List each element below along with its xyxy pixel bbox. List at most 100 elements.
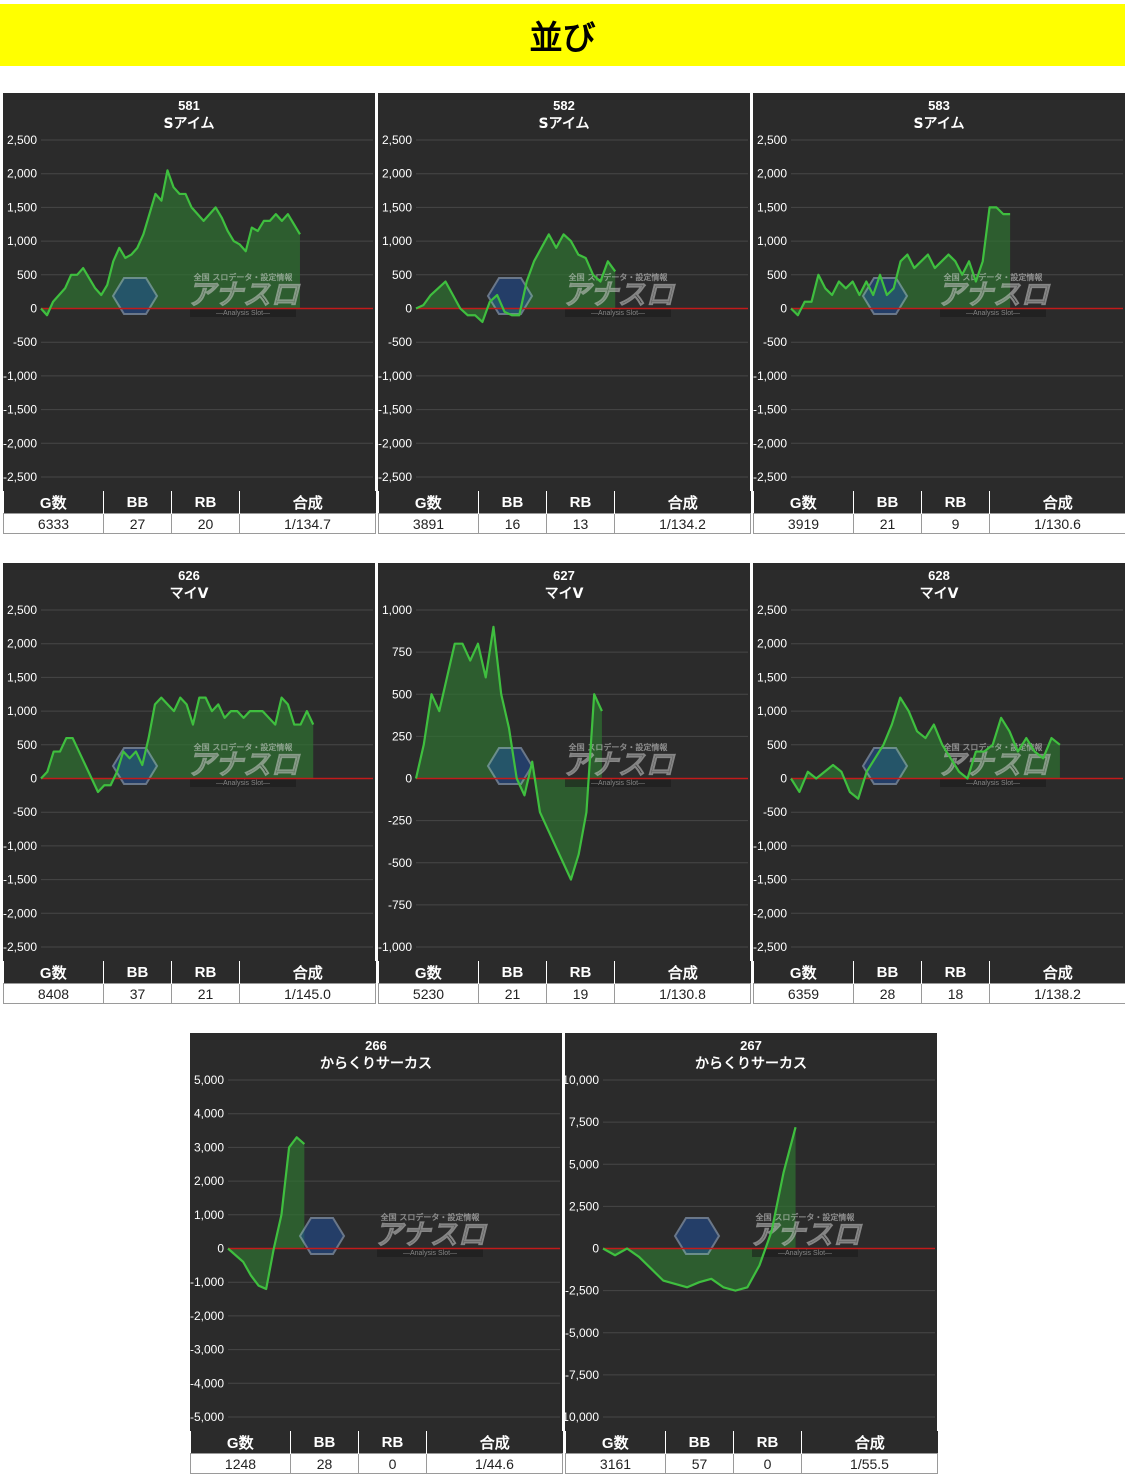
bb-value: 28 <box>290 1453 359 1474</box>
series-line <box>40 169 301 317</box>
stats-table: G数 BB RB 合成 3891 16 13 1/134.2 <box>378 491 751 535</box>
combined-value: 1/130.8 <box>614 983 751 1004</box>
chart-number: 266 <box>365 1038 387 1053</box>
watermark-sub-bg <box>940 778 1046 787</box>
line-chart: 628 マイV 2,500 2,000 1,500 1,000 500 0 -500 -1,000… <box>753 568 1123 954</box>
machine-panel-583: 583 Sアイム 2,500 2,000 1,500 1,000 500 0 -500 -1,00… <box>753 93 1125 535</box>
watermark-sub-bg <box>752 1248 858 1257</box>
combined-value: 1/134.7 <box>239 513 376 534</box>
chart-number: 627 <box>553 568 575 583</box>
y-tick-label: 2,500 <box>7 133 37 147</box>
y-tick-label: 0 <box>405 302 412 316</box>
y-tick-label: 2,500 <box>382 133 412 147</box>
y-tick-label: -1,000 <box>753 839 787 853</box>
y-tick-label: 250 <box>392 729 412 743</box>
chart-title: Sアイム <box>913 116 964 132</box>
games-value: 1248 <box>190 1453 291 1474</box>
y-tick-label: 2,000 <box>7 167 37 181</box>
y-tick-label: 0 <box>405 772 412 786</box>
y-tick-label: 1,000 <box>194 1208 224 1222</box>
header-games: G数 <box>753 491 854 514</box>
header-bb: BB <box>478 961 547 984</box>
y-tick-label: 5,000 <box>194 1073 224 1087</box>
y-tick-label: 0 <box>30 772 37 786</box>
machine-panel-627: 627 マイV 1,000 750 500 250 0 -250 -500 -750 -1,000 全… <box>378 563 751 1005</box>
machine-panel-266: 266 からくりサーカス 5,000 4,000 3,000 2,000 1,000 0 -1,… <box>190 1033 563 1475</box>
y-tick-label: -500 <box>13 335 37 349</box>
y-tick-label: 0 <box>780 302 787 316</box>
bb-value: 37 <box>103 983 172 1004</box>
y-tick-label: 500 <box>17 268 37 282</box>
y-tick-label: -1,500 <box>3 873 37 887</box>
rb-value: 18 <box>921 983 990 1004</box>
header-games: G数 <box>565 1431 666 1454</box>
line-chart: 581 Sアイム 2,500 2,000 1,500 1,000 500 0 -500 -1,00… <box>3 98 373 484</box>
watermark-sub-bg <box>377 1248 483 1257</box>
y-tick-label: 3,000 <box>194 1140 224 1154</box>
y-tick-label: 750 <box>392 645 412 659</box>
line-chart: 266 からくりサーカス 5,000 4,000 3,000 2,000 1,000 0 -1,… <box>190 1038 560 1424</box>
rb-value: 20 <box>171 513 240 534</box>
area-fill <box>603 1127 796 1291</box>
y-tick-label: -500 <box>388 335 412 349</box>
rb-value: 13 <box>546 513 615 534</box>
chart-title: Sアイム <box>163 116 214 132</box>
chart-area: 583 Sアイム 2,500 2,000 1,500 1,000 500 0 -500 -1,00… <box>753 93 1125 491</box>
series-line <box>415 233 617 324</box>
stats-table: G数 BB RB 合成 6333 27 20 1/134.7 <box>3 491 376 535</box>
header-combined: 合成 <box>614 491 751 514</box>
header-bb: BB <box>665 1431 734 1454</box>
header-rb: RB <box>358 1431 427 1454</box>
chart-title: マイV <box>170 586 209 602</box>
y-tick-label: -1,000 <box>378 369 412 383</box>
header-rb: RB <box>171 961 240 984</box>
y-tick-label: -2,000 <box>3 906 37 920</box>
header-rb: RB <box>921 961 990 984</box>
y-tick-label: 2,500 <box>7 603 37 617</box>
y-tick-label: 2,000 <box>757 167 787 181</box>
y-tick-label: -500 <box>13 805 37 819</box>
chart-area: 582 Sアイム 2,500 2,000 1,500 1,000 500 0 -500 -1,00… <box>378 93 750 491</box>
header-combined: 合成 <box>801 1431 938 1454</box>
y-tick-label: 500 <box>17 738 37 752</box>
y-tick-label: -1,500 <box>3 403 37 417</box>
y-tick-label: 2,000 <box>382 167 412 181</box>
rb-value: 19 <box>546 983 615 1004</box>
y-tick-label: -2,500 <box>3 940 37 954</box>
y-tick-label: 2,000 <box>7 637 37 651</box>
watermark-text: アナスロ <box>562 748 675 781</box>
combined-value: 1/55.5 <box>801 1453 938 1474</box>
bb-value: 57 <box>665 1453 734 1474</box>
y-tick-label: -2,000 <box>753 436 787 450</box>
y-tick-label: -500 <box>763 805 787 819</box>
y-tick-label: -7,500 <box>565 1368 599 1382</box>
y-tick-label: -500 <box>388 856 412 870</box>
rb-value: 9 <box>921 513 990 534</box>
area-fill <box>41 170 300 316</box>
games-value: 3919 <box>753 513 854 534</box>
y-tick-label: 0 <box>30 302 37 316</box>
y-tick-label: -2,500 <box>753 470 787 484</box>
watermark-subtitle: —Analysis Slot— <box>591 780 645 787</box>
series-line <box>227 1136 306 1291</box>
machine-panel-628: 628 マイV 2,500 2,000 1,500 1,000 500 0 -500 -1,000… <box>753 563 1125 1005</box>
chart-area: 266 からくりサーカス 5,000 4,000 3,000 2,000 1,000 0 -1,… <box>190 1033 562 1431</box>
chart-number: 581 <box>178 98 200 113</box>
area-fill <box>41 697 314 792</box>
y-tick-label: -5,000 <box>565 1326 599 1340</box>
chart-title: からくりサーカス <box>695 1056 807 1072</box>
area-fill <box>228 1137 305 1289</box>
y-tick-label: -1,000 <box>3 839 37 853</box>
y-tick-label: -10,000 <box>565 1410 599 1424</box>
y-tick-label: -2,500 <box>753 940 787 954</box>
games-value: 6359 <box>753 983 854 1004</box>
header-games: G数 <box>3 961 104 984</box>
y-tick-label: 1,000 <box>757 234 787 248</box>
chart-title: からくりサーカス <box>320 1056 432 1072</box>
chart-number: 267 <box>740 1038 762 1053</box>
header-combined: 合成 <box>614 961 751 984</box>
watermark-subtitle: —Analysis Slot— <box>966 310 1020 317</box>
y-tick-label: 1,500 <box>757 200 787 214</box>
y-tick-label: 0 <box>780 772 787 786</box>
